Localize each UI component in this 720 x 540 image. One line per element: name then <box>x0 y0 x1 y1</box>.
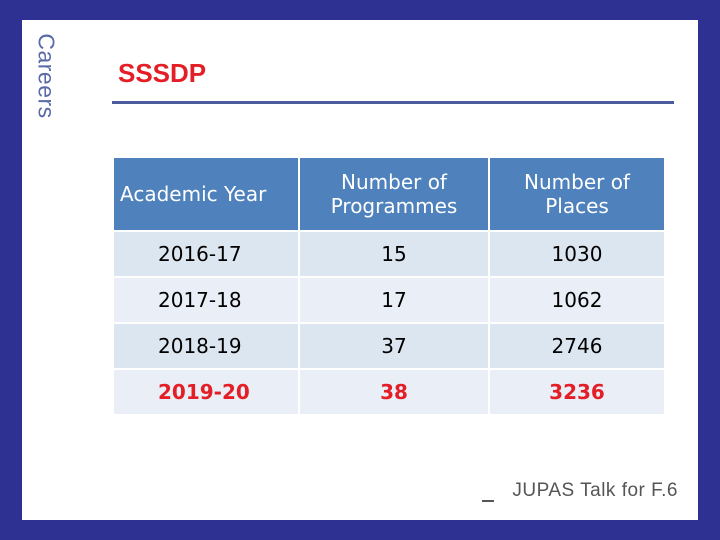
footer-underline <box>482 500 494 502</box>
cell-programmes: 15 <box>298 230 490 278</box>
cell-year: 2019-20 <box>112 368 300 416</box>
table-row: 2017-18 17 1062 <box>112 276 666 324</box>
cell-places: 1030 <box>488 230 666 278</box>
cell-programmes: 37 <box>298 322 490 370</box>
header-places: Number of Places <box>488 156 666 232</box>
cell-year: 2018-19 <box>112 322 300 370</box>
table-row: 2016-17 15 1030 <box>112 230 666 278</box>
table-row-highlighted: 2019-20 38 3236 <box>112 368 666 416</box>
footer-text: JUPAS Talk for F.6 <box>512 480 678 501</box>
cell-year: 2016-17 <box>112 230 300 278</box>
sssdp-table: Academic Year Number of Programmes Numbe… <box>112 156 666 416</box>
header-academic-year: Academic Year <box>112 156 300 232</box>
header-programmes: Number of Programmes <box>298 156 490 232</box>
table-row: 2018-19 37 2746 <box>112 322 666 370</box>
title-divider <box>112 101 674 104</box>
cell-programmes: 17 <box>298 276 490 324</box>
table-header-row: Academic Year Number of Programmes Numbe… <box>112 156 666 232</box>
careers-logo-text: Careers <box>33 33 60 119</box>
cell-places: 3236 <box>488 368 666 416</box>
cell-places: 2746 <box>488 322 666 370</box>
cell-year: 2017-18 <box>112 276 300 324</box>
cell-programmes: 38 <box>298 368 490 416</box>
cell-places: 1062 <box>488 276 666 324</box>
careers-logo: Careers <box>26 28 66 124</box>
footer: JUPAS Talk for F.6 <box>482 480 678 504</box>
slide-title: SSSDP <box>118 58 207 88</box>
